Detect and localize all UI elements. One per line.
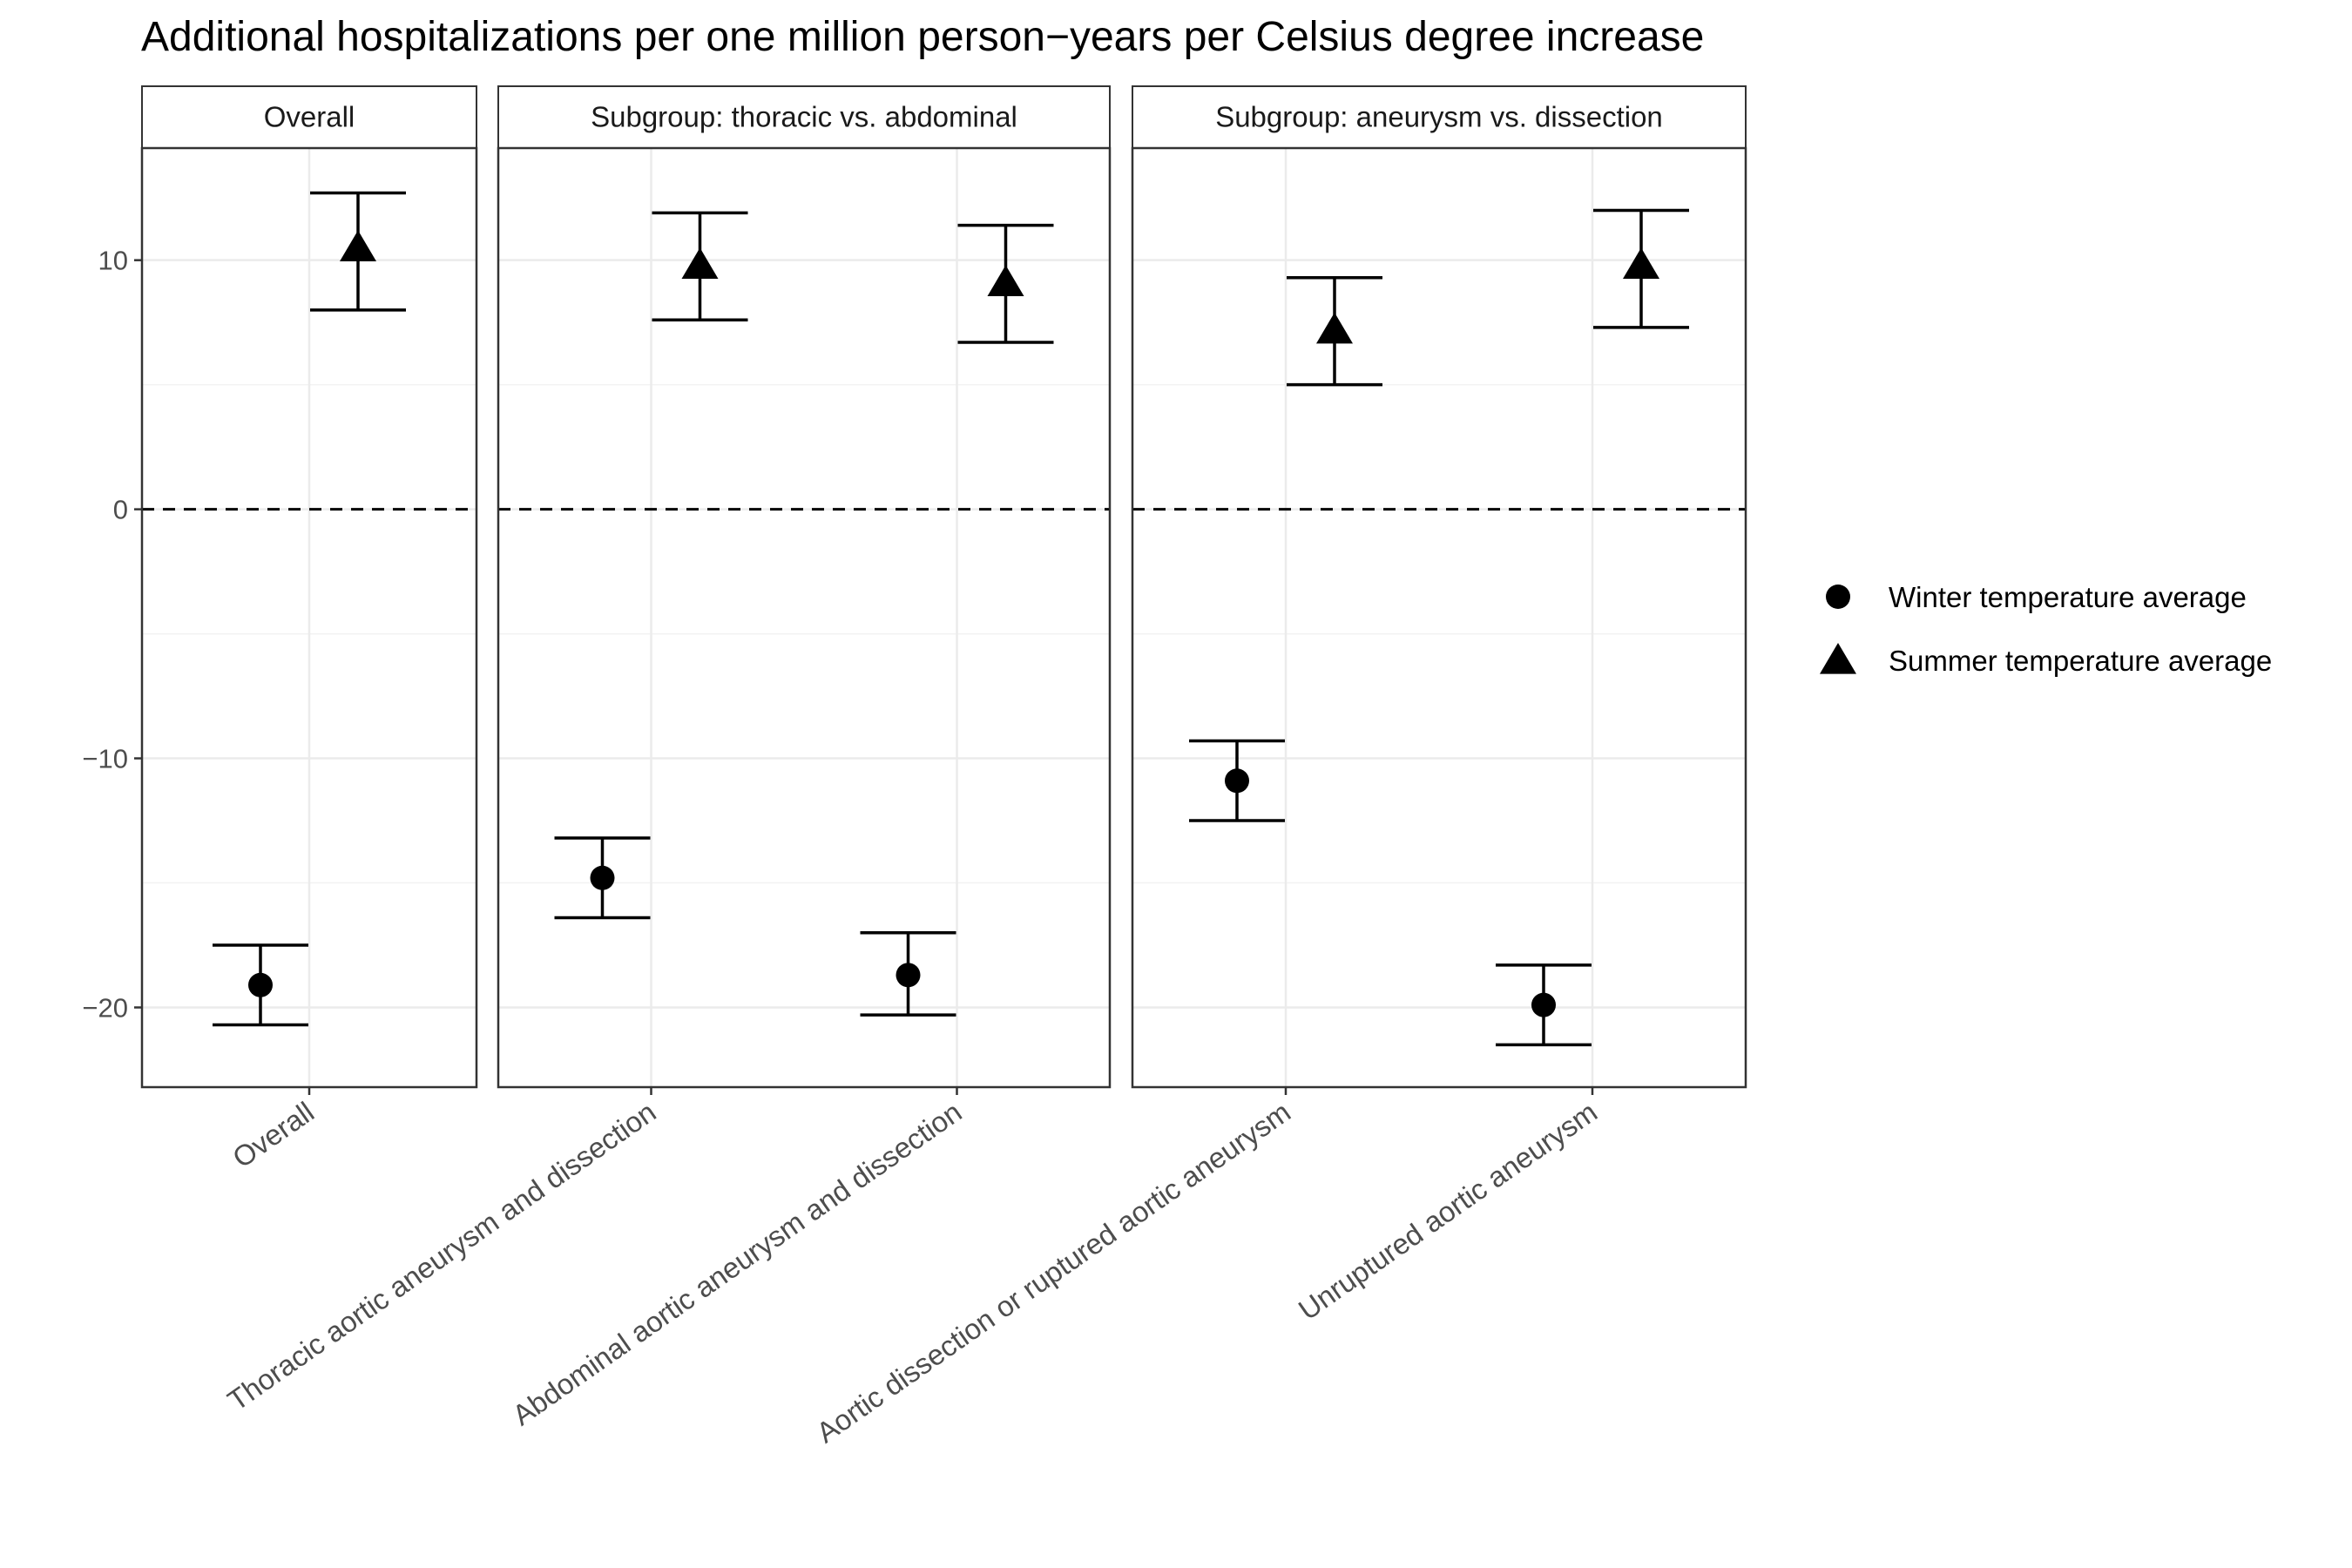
strip-background — [497, 85, 1111, 149]
data-point-group — [652, 211, 748, 322]
winter-point-marker — [590, 865, 615, 890]
legend-item: Winter temperature average — [1826, 581, 2247, 613]
data-point-group — [1496, 963, 1592, 1047]
y-tick-label: −10 — [82, 744, 128, 774]
legend-triangle-marker — [1820, 643, 1856, 674]
winter-point-marker — [1531, 992, 1556, 1017]
data-point-group — [310, 191, 406, 312]
strip-background — [1132, 85, 1747, 149]
summer-point-marker — [987, 265, 1024, 297]
panels-layer: Overall Overall Subgroup: thoracic vs. abd… — [82, 85, 1747, 1449]
winter-point-marker — [1225, 768, 1249, 794]
data-point-group — [957, 223, 1054, 344]
panel-background — [1132, 148, 1746, 1087]
y-tick-label: 10 — [98, 246, 128, 276]
summer-point-marker — [1623, 247, 1659, 279]
y-axis: 10 0 −10 −20 — [82, 246, 142, 1023]
x-tick-label: Overall — [226, 1095, 320, 1173]
data-point-group — [213, 943, 308, 1027]
panel-border — [1131, 146, 1747, 1089]
legend-label: Winter temperature average — [1889, 581, 2247, 613]
legend-label: Summer temperature average — [1889, 645, 2272, 677]
summer-point-marker — [681, 247, 719, 279]
data-point-group — [1189, 739, 1285, 822]
data-point-group — [1287, 275, 1382, 387]
strip-label: Subgroup: aneurysm vs. dissection — [1215, 101, 1663, 133]
strip-background — [141, 85, 477, 149]
chart-title: Additional hospitalizations per one mill… — [141, 14, 1704, 60]
data-point-group — [554, 836, 651, 920]
y-tick-label: 0 — [113, 495, 128, 525]
data-point-group — [1593, 208, 1689, 329]
panel-background — [498, 148, 1110, 1087]
winter-point-marker — [896, 963, 921, 988]
legend-item: Summer temperature average — [1820, 643, 2272, 677]
summer-point-marker — [340, 230, 376, 261]
data-point-group — [860, 930, 956, 1017]
strip-label: Overall — [264, 101, 355, 133]
facet-panel: Overall Overall — [140, 85, 478, 1174]
summer-point-marker — [1316, 312, 1353, 344]
strip-label: Subgroup: thoracic vs. abdominal — [591, 101, 1017, 133]
legend: Winter temperature average Summer tempera… — [1820, 581, 2272, 677]
y-tick-label: −20 — [82, 992, 128, 1023]
legend-circle-marker — [1826, 585, 1850, 609]
winter-point-marker — [248, 972, 273, 997]
panel-border — [497, 146, 1112, 1089]
x-tick-label: Unruptured aortic aneurysm — [1293, 1095, 1603, 1326]
